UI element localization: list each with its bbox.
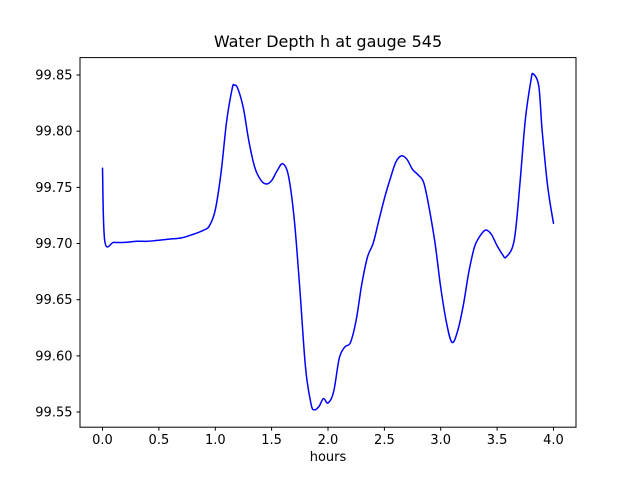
x-tick-label: 2.0 xyxy=(318,433,339,448)
x-axis-label: hours xyxy=(310,450,347,465)
y-tick-label: 99.60 xyxy=(35,349,72,364)
chart-title: Water Depth h at gauge 545 xyxy=(214,32,442,51)
water-depth-h-line xyxy=(101,72,555,411)
x-tick-label: 2.5 xyxy=(374,433,395,448)
y-tick-label: 99.55 xyxy=(35,406,72,421)
x-tick-label: 0.0 xyxy=(92,433,113,448)
y-tick-label: 99.65 xyxy=(35,293,72,308)
y-tick-label: 99.70 xyxy=(35,237,72,252)
x-tick-label: 4.0 xyxy=(543,433,564,448)
x-tick-label: 1.5 xyxy=(261,433,282,448)
x-tick-label: 0.5 xyxy=(149,433,170,448)
ticks-layer: 0.0 0.5 1.0 1.5 2.0 2.5 3.0 3.5 4.0 99.55 99.60 99.… xyxy=(35,69,564,449)
x-tick-label: 3.5 xyxy=(487,433,508,448)
series-layer xyxy=(101,72,555,411)
y-tick-label: 99.75 xyxy=(35,181,72,196)
x-tick-label: 3.0 xyxy=(430,433,451,448)
x-tick-label: 1.0 xyxy=(205,433,226,448)
y-tick-label: 99.85 xyxy=(35,69,72,84)
y-tick-label: 99.80 xyxy=(35,125,72,140)
